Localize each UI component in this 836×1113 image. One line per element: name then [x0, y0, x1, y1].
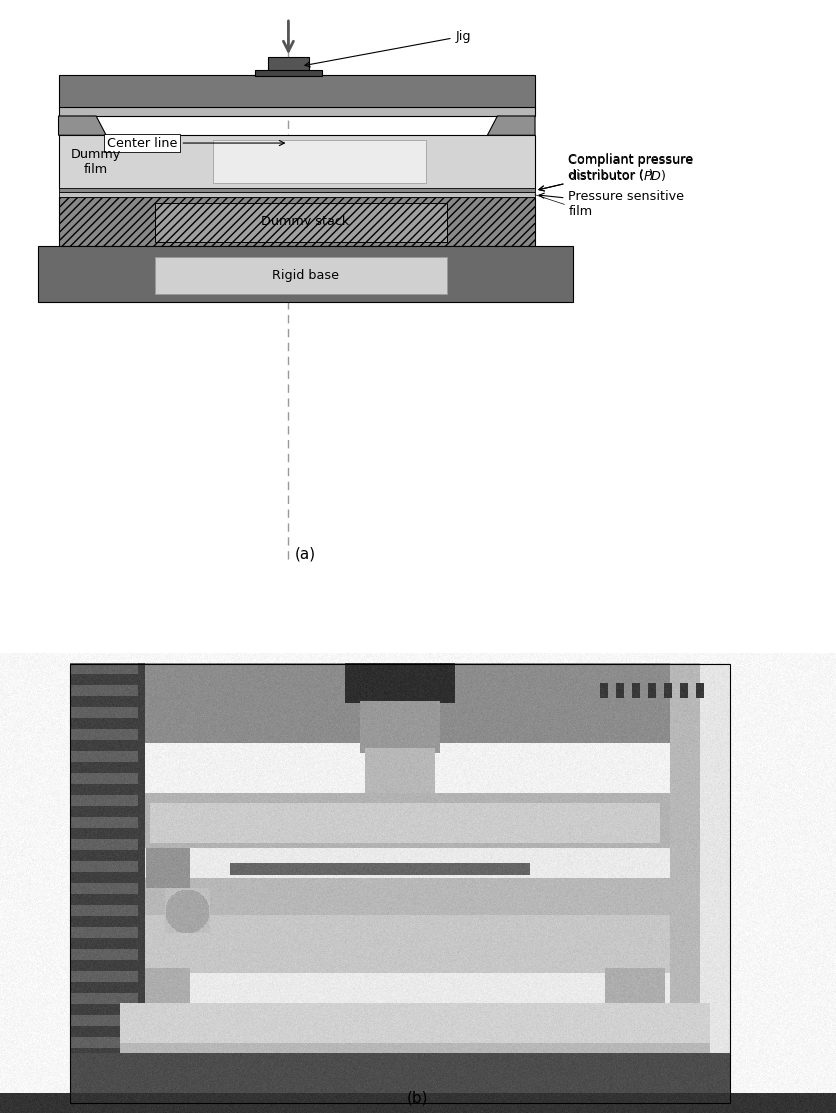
- Text: Rigid base: Rigid base: [272, 269, 339, 283]
- Text: Compliant pressure
distributor (  ): Compliant pressure distributor ( ): [539, 155, 694, 191]
- Text: Dummy
film: Dummy film: [71, 148, 121, 176]
- Bar: [70, 663, 730, 1103]
- Bar: [59, 188, 535, 193]
- Bar: [155, 257, 447, 295]
- Polygon shape: [59, 116, 106, 135]
- Text: Compliant pressure
distributor ($\it{PD}$): Compliant pressure distributor ($\it{PD}…: [539, 154, 694, 191]
- Bar: [59, 76, 535, 108]
- Bar: [255, 70, 322, 77]
- Bar: [38, 246, 573, 303]
- Text: Pressure sensitive
film: Pressure sensitive film: [539, 190, 685, 218]
- Polygon shape: [487, 116, 535, 135]
- Bar: [213, 140, 426, 184]
- Bar: [59, 135, 535, 189]
- Bar: [59, 107, 535, 116]
- Bar: [268, 57, 309, 72]
- Text: (a): (a): [294, 546, 316, 562]
- Text: (b): (b): [407, 1091, 429, 1105]
- Text: Jig: Jig: [305, 30, 472, 67]
- Bar: [59, 197, 535, 246]
- Text: Center line: Center line: [107, 137, 284, 149]
- Bar: [59, 191, 535, 197]
- Bar: [155, 203, 447, 242]
- Text: Dummy stack: Dummy stack: [261, 215, 349, 228]
